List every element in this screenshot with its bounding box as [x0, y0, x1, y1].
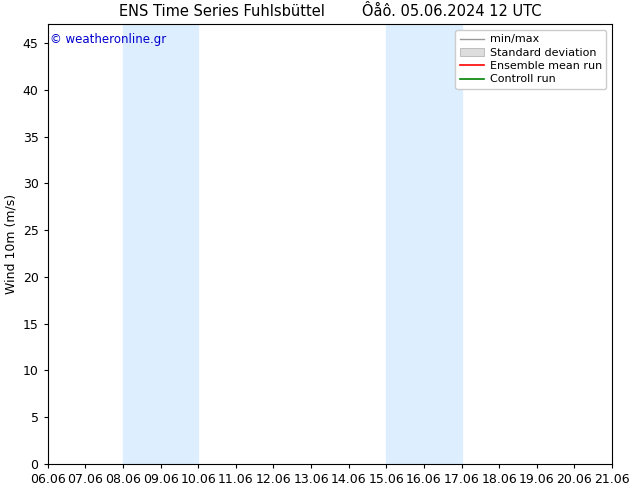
Bar [123, 24, 198, 464]
Legend: min/max, Standard deviation, Ensemble mean run, Controll run: min/max, Standard deviation, Ensemble me… [455, 30, 607, 89]
Bar [386, 24, 462, 464]
Y-axis label: Wind 10m (m/s): Wind 10m (m/s) [4, 194, 17, 294]
Text: © weatheronline.gr: © weatheronline.gr [51, 33, 167, 46]
Title: ENS Time Series Fuhlsbüttel        Ôåô. 05.06.2024 12 UTC: ENS Time Series Fuhlsbüttel Ôåô. 05.06.2… [119, 4, 541, 19]
